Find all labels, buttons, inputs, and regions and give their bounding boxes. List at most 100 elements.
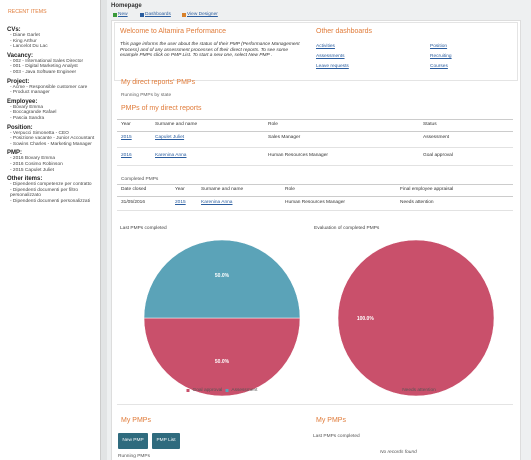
button[interactable]: New PMP xyxy=(118,433,148,449)
pie-slice xyxy=(143,317,301,397)
dashboard-link[interactable]: Courses xyxy=(430,64,448,69)
recent-item[interactable]: - Dipendenti documenti personalizzati xyxy=(10,198,90,204)
empty-message: No records found xyxy=(380,450,417,455)
table-cell: Needs attention xyxy=(400,200,434,205)
legend-label: Goal approval xyxy=(192,388,223,393)
dashboard-link[interactable]: Recruiting xyxy=(430,54,452,59)
column-header: Role xyxy=(285,187,295,192)
column-header: Surname and name xyxy=(201,187,244,192)
dashboard-link[interactable]: Assessments xyxy=(316,54,345,59)
legend: Needs attention xyxy=(396,388,436,393)
recent-item[interactable]: - 2016 Cosimo Robinson xyxy=(10,161,63,167)
legend-swatch xyxy=(225,389,229,392)
other-title: Other dashboards xyxy=(316,28,373,35)
row-line xyxy=(117,210,513,211)
column-header: Status xyxy=(423,122,437,127)
chart-title: Last PMPs completed xyxy=(120,225,167,231)
my-pmps-title: My PMPs xyxy=(121,417,151,424)
chart-title: Evaluation of completed PMPs xyxy=(314,225,380,231)
pie-slice xyxy=(337,239,495,397)
group-label: PMP: xyxy=(7,150,22,157)
column-header: Surname and name xyxy=(155,122,198,127)
group-label: Employee: xyxy=(7,98,38,105)
welcome-box xyxy=(114,22,518,81)
sidebar-list: CVs: - Diane Garlet - King Arthur - Lancelo… xyxy=(7,24,100,204)
table-cell: Goal approval xyxy=(423,153,453,158)
recent-item[interactable]: - Bovary Emma xyxy=(10,104,44,110)
running-label: Running PMPs xyxy=(118,454,150,459)
recent-item[interactable]: - Sowins Charles - Marketing Manager xyxy=(10,141,92,147)
header-icon xyxy=(140,13,144,17)
page-title: Homepage xyxy=(111,3,142,9)
recent-item[interactable]: - Pascia Sandra xyxy=(10,115,45,121)
button[interactable]: PMP List xyxy=(152,433,180,449)
welcome-text: This page informs the user about the sta… xyxy=(120,42,300,59)
table-title: PMPs of my direct reports xyxy=(121,105,202,112)
recent-item[interactable]: - Lancelot Du Lac xyxy=(10,44,48,50)
group-label: Position: xyxy=(7,124,33,131)
table-cell: Human Resources Manager xyxy=(285,200,345,205)
recent-item[interactable]: - Diane Garlet xyxy=(10,33,40,38)
table-cell: Assessment xyxy=(423,135,450,140)
recent-item[interactable]: - Acme - Responsible customer care xyxy=(10,84,88,90)
legend-swatch xyxy=(396,389,400,392)
dashboard-link[interactable]: Position xyxy=(430,44,448,49)
group-label: Vacancy: xyxy=(7,52,34,59)
recent-item[interactable]: - 2015 Capulet Juliet xyxy=(10,167,54,173)
header-icon xyxy=(113,13,117,17)
sidebar-handle[interactable] xyxy=(101,0,107,460)
header-icon xyxy=(182,13,186,17)
column-header: Year xyxy=(121,122,131,127)
row-line xyxy=(117,165,513,166)
group-label: Project: xyxy=(7,78,30,85)
my-pmps-right-title: My PMPs xyxy=(316,417,346,424)
table-cell[interactable]: Karenina Anna xyxy=(155,153,187,158)
section-title: My direct reports' PMPs xyxy=(121,79,196,86)
running-label: Running PMPs by state xyxy=(121,93,172,98)
column-header: Final employee appraisal xyxy=(400,187,454,192)
table-cell[interactable]: 2015 xyxy=(121,135,132,140)
slice-label: 50.0% xyxy=(215,359,230,365)
group-label: Other items: xyxy=(7,176,43,183)
table-cell: Sales Manager xyxy=(268,135,301,140)
legend-swatch xyxy=(186,389,190,392)
recent-item[interactable]: - Dipendenti competenze per contratto xyxy=(10,182,92,188)
recent-item[interactable]: - King Arthur xyxy=(10,38,37,44)
header-link[interactable]: New xyxy=(118,12,128,17)
recent-item[interactable]: - Verpucci Simonetta - CEO xyxy=(10,130,69,136)
recent-item[interactable]: - Dipendenti documenti per filtro person… xyxy=(10,187,78,199)
recent-item[interactable]: - 2016 Bovary Emma xyxy=(10,156,56,162)
table-cell[interactable]: Capulet Juliet xyxy=(155,135,185,140)
recent-item[interactable]: - Boccagrande Rafael xyxy=(10,110,57,116)
completed-title: Completed PMPs xyxy=(121,177,159,182)
recent-item[interactable]: - 001 - Digital Marketing Analyst xyxy=(10,64,78,70)
group-label: CVs: xyxy=(7,27,21,33)
header-link[interactable]: View Designer xyxy=(187,12,218,17)
dashboard-link[interactable]: Leave requests xyxy=(316,64,349,69)
recent-item[interactable]: - Posizione vacante - Junior Accountant xyxy=(10,136,95,142)
header-link[interactable]: Dashboards xyxy=(145,12,171,17)
dashboard-link[interactable]: Activities xyxy=(316,44,335,49)
legend-label: Assessment xyxy=(231,388,258,393)
table-header-bg xyxy=(117,184,513,197)
table-cell[interactable]: Karenina Anna xyxy=(201,200,233,205)
recent-item[interactable]: - Product manager xyxy=(10,90,50,96)
column-header: Year xyxy=(175,187,185,192)
column-header: Role xyxy=(268,122,278,127)
last-completed-label: Last PMPs completed xyxy=(313,434,360,439)
row-line xyxy=(117,147,513,148)
sidebar-title: RECENT ITEMS xyxy=(8,9,47,15)
legend: Goal approval Assessment xyxy=(186,388,258,393)
recent-item[interactable]: - 003 - Java Software Engineer xyxy=(10,69,77,75)
slice-label: 50.0% xyxy=(215,273,230,279)
table-cell: 31/05/2016 xyxy=(121,200,146,205)
table-cell[interactable]: 2016 xyxy=(121,153,132,158)
table-cell: Human Resources Manager xyxy=(268,153,328,158)
slice-label: 100.0% xyxy=(357,316,375,322)
recent-item[interactable]: - 002 - International Sales Director xyxy=(10,58,84,64)
pie-slice xyxy=(143,239,301,319)
column-header: Date closed xyxy=(121,187,147,192)
table-cell[interactable]: 2015 xyxy=(175,200,186,205)
